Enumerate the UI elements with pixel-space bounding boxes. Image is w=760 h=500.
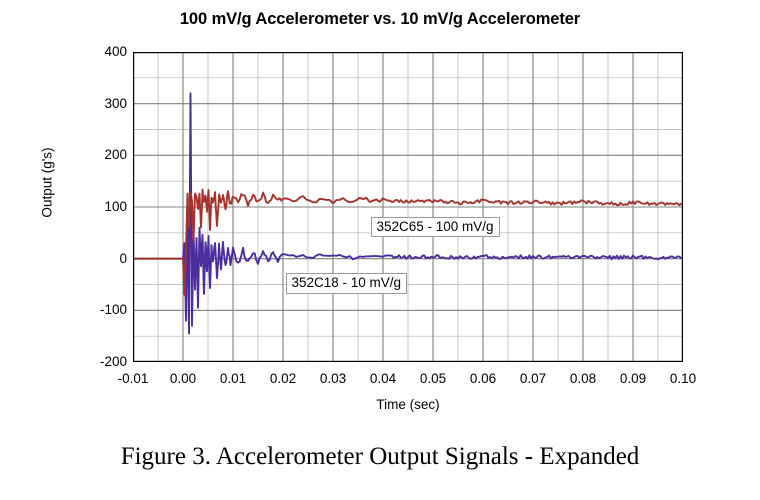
y-axis-tick-label: 100 — [104, 199, 127, 214]
series-label-2: 352C18 - 10 mV/g — [285, 273, 408, 294]
x-axis-tick-label: 0.01 — [219, 371, 247, 386]
series-line-1 — [133, 188, 683, 296]
y-axis-tick-label: 400 — [104, 44, 127, 59]
x-axis-tick-label: 0.09 — [619, 371, 647, 386]
y-axis-tick-label: -100 — [99, 302, 127, 318]
x-axis-tick-label: 0.08 — [569, 371, 597, 386]
chart-svg — [133, 52, 683, 362]
x-axis-tick-label: 0.00 — [169, 371, 197, 386]
y-axis-tick-label: 300 — [104, 95, 127, 111]
y-axis-tick-label: 200 — [104, 147, 127, 163]
x-axis-tick-label: 0.03 — [319, 371, 347, 386]
chart-title: 100 mV/g Accelerometer vs. 10 mV/g Accel… — [179, 10, 581, 28]
y-axis-title: Output (g's) — [39, 147, 55, 218]
series-label-1: 352C65 - 100 mV/g — [370, 216, 500, 238]
x-axis-tick-label: 0.02 — [269, 371, 297, 386]
figure-caption: Figure 3. Accelerometer Output Signals -… — [120, 443, 640, 470]
x-axis-tick-label: -0.01 — [117, 371, 149, 386]
x-axis-title: Time (sec) — [376, 397, 440, 412]
series-line-2 — [133, 92, 683, 335]
x-axis-tick-label: 0.05 — [419, 371, 447, 386]
y-axis-tick-label: -200 — [99, 354, 127, 369]
x-axis-tick-label: 0.07 — [519, 371, 547, 386]
y-axis-tick-label: 0 — [119, 250, 127, 266]
x-axis-tick-label: 0.10 — [669, 371, 697, 386]
plot-area — [133, 52, 683, 362]
x-axis-tick-label: 0.04 — [369, 371, 397, 386]
x-axis-tick-label: 0.06 — [469, 371, 497, 386]
